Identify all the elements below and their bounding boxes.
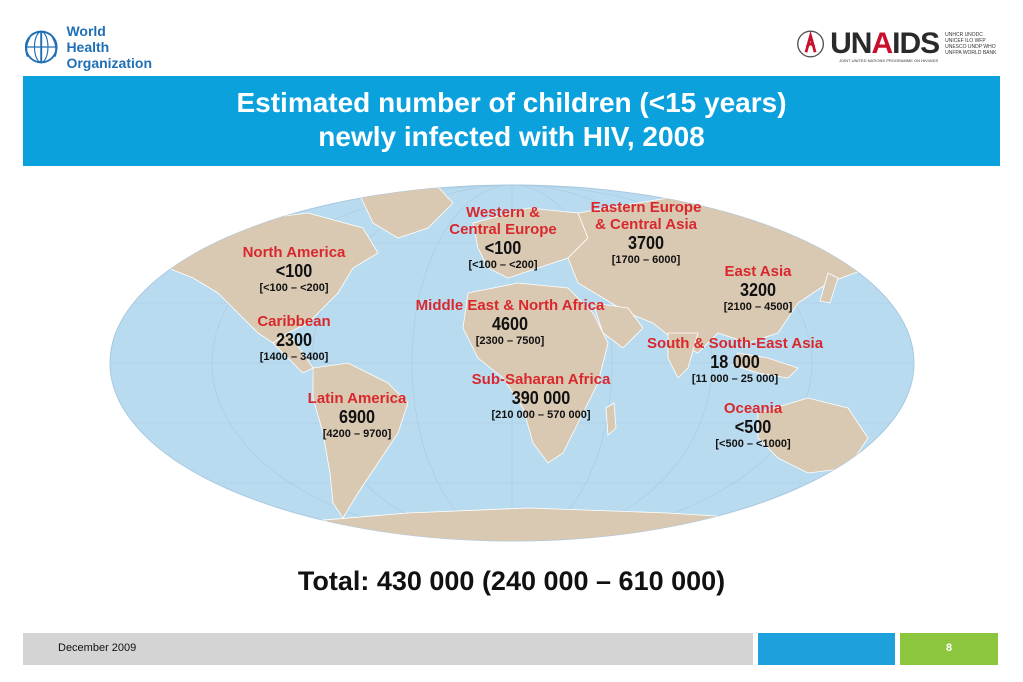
south-america	[312, 362, 409, 519]
europe	[472, 207, 589, 279]
region-north-america: North America <100 [<100 – <200]	[242, 244, 346, 294]
region-south-south-east-asia: South & South-East Asia 18 000 [11 000 –…	[646, 335, 824, 385]
footer-date: December 2009	[58, 642, 137, 654]
new-zealand	[877, 472, 894, 499]
region-middle-east-north-africa: Middle East & North Africa 4600 [2300 – …	[415, 297, 605, 347]
unaids-logo: UNAIDS UNHCR UNODC UNICEF ILO WFP UNESCO…	[795, 24, 1000, 64]
africa	[462, 282, 609, 464]
total-summary: Total: 430 000 (240 000 – 610 000)	[297, 566, 726, 596]
world-map	[109, 184, 915, 542]
region-caribbean: Caribbean 2300 [1400 – 3400]	[257, 313, 331, 363]
madagascar	[605, 402, 617, 436]
japan	[819, 272, 839, 304]
unaids-cosponsors: UNHCR UNODC UNICEF ILO WFP UNESCO UNDP W…	[945, 32, 997, 56]
india	[667, 332, 699, 379]
region-western-central-europe: Western & Central Europe <100 [<100 – <2…	[449, 204, 557, 271]
page-title: Estimated number of children (<15 years)…	[236, 87, 787, 152]
footer-blue-block	[758, 633, 895, 665]
footer-bar	[23, 633, 753, 665]
region-oceania: Oceania <500 [<500 – <1000]	[715, 400, 791, 450]
region-sub-saharan-africa: Sub-Saharan Africa 390 000 [210 000 – 57…	[471, 371, 611, 421]
north-america	[167, 212, 379, 344]
unaids-tagline: JOINT UNITED NATIONS PROGRAMME ON HIV/AI…	[839, 58, 939, 63]
unaids-wordmark: UNAIDS	[830, 27, 940, 60]
region-eastern-europe-central-asia: Eastern Europe & Central Asia 3700 [1700…	[590, 199, 702, 266]
page-number: 8	[945, 642, 953, 654]
region-latin-america: Latin America 6900 [4200 – 9700]	[307, 390, 407, 440]
who-emblem-icon	[24, 30, 58, 64]
arabia	[592, 302, 644, 349]
footer-green-block	[900, 633, 998, 665]
southeast-asia-islands	[732, 352, 799, 379]
region-east-asia: East Asia 3200 [2100 – 4500]	[723, 263, 793, 313]
unaids-emblem-icon	[797, 30, 825, 58]
who-logo: World Health Organization	[22, 23, 152, 71]
title-banner	[23, 76, 1000, 166]
antarctica	[110, 507, 909, 541]
who-wordmark: World Health Organization	[66, 23, 152, 71]
